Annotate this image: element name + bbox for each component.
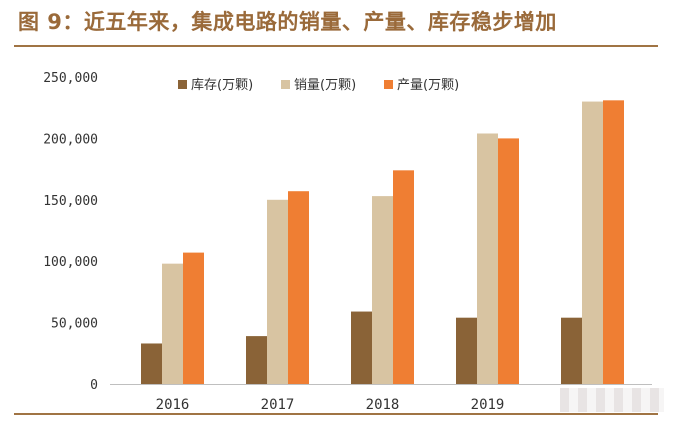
x-tick-label: 2019 bbox=[471, 397, 505, 413]
legend-label-2: 产量(万颗) bbox=[397, 78, 459, 93]
bar-2020-series-2 bbox=[603, 100, 624, 384]
bar-2019-series-2 bbox=[498, 138, 519, 384]
y-tick-label: 200,000 bbox=[43, 132, 98, 147]
legend-label-0: 库存(万颗) bbox=[191, 77, 253, 93]
legend-label-1: 销量(万颗) bbox=[294, 78, 356, 93]
bar-2020-series-0 bbox=[561, 317, 582, 384]
y-tick-label: 250,000 bbox=[43, 71, 98, 86]
bar-2018-series-2 bbox=[393, 170, 414, 384]
bar-2020-series-1 bbox=[582, 101, 603, 384]
bar-2016-series-2 bbox=[183, 252, 204, 384]
bar-2018-series-0 bbox=[351, 311, 372, 384]
y-tick-label: 100,000 bbox=[43, 255, 98, 270]
legend-swatch-1 bbox=[281, 80, 290, 89]
x-tick-label: 2018 bbox=[366, 397, 400, 413]
bottom-rule bbox=[14, 413, 658, 415]
legend-swatch-0 bbox=[178, 80, 187, 89]
bar-2016-series-0 bbox=[141, 343, 162, 384]
figure-title: 图 9：近五年来，集成电路的销量、产量、库存稳步增加 bbox=[18, 10, 557, 34]
bar-2017-series-2 bbox=[288, 191, 309, 384]
watermark bbox=[560, 388, 664, 412]
x-tick-label: 2017 bbox=[261, 397, 295, 413]
legend: 库存(万颗) 销量(万颗) 产量(万颗) bbox=[178, 77, 459, 93]
x-axis: 2016 2017 2018 2019 bbox=[156, 397, 505, 413]
bar-2019-series-0 bbox=[456, 317, 477, 384]
x-tick-label: 2016 bbox=[156, 397, 190, 413]
bar-2017-series-0 bbox=[246, 336, 267, 384]
bar-2016-series-1 bbox=[162, 263, 183, 384]
top-rule bbox=[14, 45, 658, 47]
bar-2019-series-1 bbox=[477, 133, 498, 384]
legend-swatch-2 bbox=[384, 80, 393, 89]
y-axis: 0 50,000 100,000 150,000 200,000 250,000 bbox=[43, 71, 98, 393]
bar-2018-series-1 bbox=[372, 196, 393, 384]
y-tick-label: 0 bbox=[90, 378, 98, 393]
y-tick-label: 150,000 bbox=[43, 194, 98, 209]
bars bbox=[141, 100, 624, 384]
y-tick-label: 50,000 bbox=[51, 317, 98, 332]
bar-2017-series-1 bbox=[267, 199, 288, 384]
